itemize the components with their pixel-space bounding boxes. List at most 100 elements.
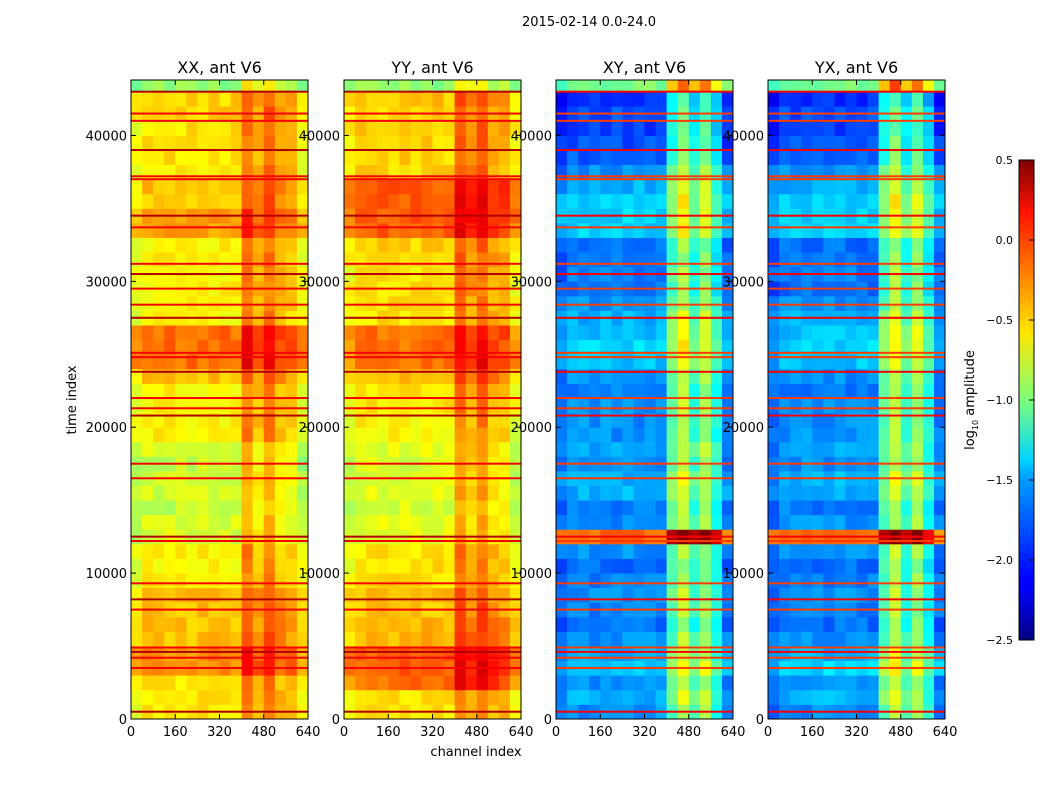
heatmap-cell (399, 325, 411, 341)
heatmap-cell (377, 325, 389, 341)
heatmap-cell (285, 164, 298, 180)
heatmap-cell (900, 354, 913, 370)
heatmap-cell (274, 500, 287, 516)
heatmap-cell (164, 150, 176, 166)
heatmap-cell (721, 514, 734, 530)
heatmap-cell (589, 675, 601, 691)
heatmap-cell (186, 325, 198, 341)
flagged-time-line (344, 598, 521, 601)
heatmap-cell (556, 573, 568, 589)
heatmap-cell (823, 135, 835, 151)
heatmap-cell (142, 295, 154, 311)
heatmap-cell (296, 354, 309, 370)
x-tick-label: 480 (676, 725, 701, 740)
heatmap-cell (655, 398, 668, 414)
heatmap-cell (812, 193, 824, 209)
heatmap-cell (856, 587, 868, 603)
heatmap-cell (922, 675, 935, 691)
heatmap-cell (611, 675, 623, 691)
heatmap-cell (164, 398, 176, 414)
heatmap-cell (710, 80, 723, 93)
heatmap-cell (710, 295, 723, 311)
heatmap-cell (219, 135, 231, 151)
heatmap-cell (867, 412, 880, 428)
flagged-time-line (556, 407, 733, 410)
heatmap-cell (611, 587, 623, 603)
heatmap-cell (911, 616, 924, 632)
heatmap-cell (710, 485, 723, 501)
heatmap-cell (567, 558, 579, 574)
x-tick-label: 0 (552, 725, 560, 740)
heatmap-cell (710, 325, 723, 341)
flagged-time-line (344, 650, 521, 653)
heatmap-cell (578, 398, 590, 414)
heatmap-cell (476, 325, 489, 341)
heatmap-cell (432, 500, 444, 516)
heatmap-cell (509, 295, 522, 311)
heatmap-cell (933, 500, 946, 516)
heatmap-cell (197, 485, 209, 501)
heatmap-cell (355, 689, 367, 705)
heatmap-cell (644, 325, 656, 341)
heatmap-cell (900, 689, 913, 705)
heatmap-cell (666, 80, 679, 93)
heatmap-cell (790, 587, 802, 603)
heatmap-cell (600, 427, 612, 443)
heatmap-cell (399, 587, 411, 603)
heatmap-cell (263, 120, 276, 136)
heatmap-cell (131, 354, 143, 370)
heatmap-cell (812, 164, 824, 180)
heatmap-cell (131, 383, 143, 399)
heatmap-cell (655, 383, 668, 399)
heatmap-cell (296, 573, 309, 589)
heatmap-cell (186, 543, 198, 559)
heatmap-cell (410, 398, 422, 414)
heatmap-cell (834, 412, 846, 428)
heatmap-cell (252, 193, 265, 209)
flagged-time-line (344, 656, 521, 659)
heatmap-cell (688, 80, 701, 93)
heatmap-cell (175, 120, 187, 136)
heatmap-cell (432, 543, 444, 559)
flagged-time-line (768, 540, 945, 543)
heatmap-cell (622, 252, 634, 268)
heatmap-cell (768, 558, 780, 574)
heatmap-cell (867, 252, 880, 268)
heatmap-cell (878, 383, 891, 399)
heatmap-cell (933, 354, 946, 370)
x-tick-label: 0 (340, 725, 348, 740)
heatmap-cell (589, 368, 601, 384)
panel-yx: YX, ant V60 160 320 480 64001000020000300004… (723, 58, 958, 740)
heatmap-cell (834, 616, 846, 632)
heatmap-cell (677, 368, 690, 384)
heatmap-cell (465, 573, 478, 589)
heatmap-cell (219, 222, 231, 238)
heatmap-cell (889, 427, 902, 443)
heatmap-cell (186, 441, 198, 457)
heatmap-cell (644, 252, 656, 268)
heatmap-cell (823, 295, 835, 311)
heatmap-cell (878, 135, 891, 151)
heatmap-cell (285, 631, 298, 647)
heatmap-cell (622, 222, 634, 238)
flagged-time-line (344, 273, 521, 276)
heatmap-cell (421, 150, 433, 166)
heatmap-cell (476, 91, 489, 107)
heatmap-cell (355, 631, 367, 647)
heatmap-cell (355, 441, 367, 457)
heatmap-cell (655, 558, 668, 574)
heatmap-cell (790, 398, 802, 414)
colorbar-tick-label: 0.0 (996, 234, 1014, 247)
heatmap-cell (432, 179, 444, 195)
heatmap-cell (476, 164, 489, 180)
heatmap-cell (856, 514, 868, 530)
heatmap-cell (241, 412, 254, 428)
heatmap-cell (399, 427, 411, 443)
heatmap-cell (845, 500, 857, 516)
heatmap-cell (922, 368, 935, 384)
heatmap-cell (677, 631, 690, 647)
heatmap-cell (933, 675, 946, 691)
heatmap-cell (856, 485, 868, 501)
heatmap-cell (812, 689, 824, 705)
heatmap (556, 80, 734, 720)
